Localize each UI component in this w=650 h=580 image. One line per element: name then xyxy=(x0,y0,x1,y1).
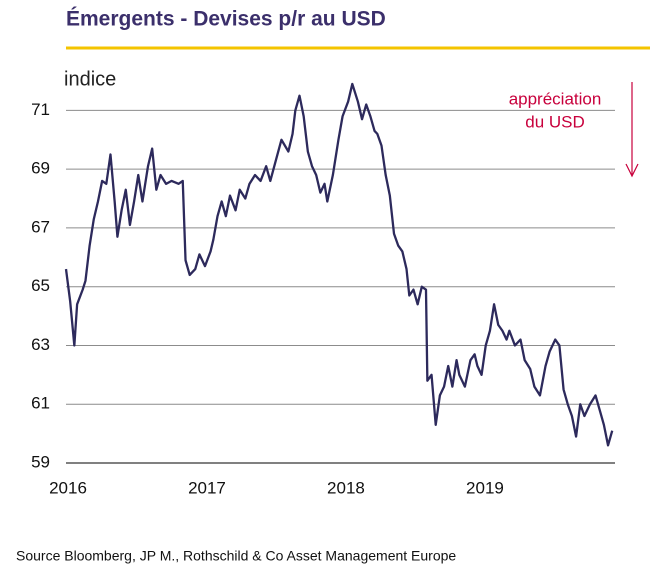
y-tick-label: 71 xyxy=(31,100,50,119)
x-tick-label: 2019 xyxy=(466,478,504,497)
y-tick-label: 63 xyxy=(31,335,50,354)
annotation: du USD xyxy=(525,112,585,131)
annotation-arrowhead xyxy=(625,163,639,178)
chart-title: Émergents - Devises p/r au USD xyxy=(66,8,386,31)
y-tick-label: 69 xyxy=(31,159,50,178)
y-tick-label: 67 xyxy=(31,217,50,236)
y-axis-label: indice xyxy=(64,68,116,90)
annotation: appréciation xyxy=(509,89,602,108)
x-tick-label: 2016 xyxy=(49,478,87,497)
y-tick-label: 65 xyxy=(31,276,50,295)
y-tick-label: 61 xyxy=(31,394,50,413)
source-note: Source Bloomberg, JP M., Rothschild & Co… xyxy=(16,548,456,564)
x-tick-label: 2017 xyxy=(188,478,226,497)
y-tick-label: 59 xyxy=(31,452,50,471)
series-line xyxy=(64,82,614,447)
x-tick-label: 2018 xyxy=(327,478,365,497)
